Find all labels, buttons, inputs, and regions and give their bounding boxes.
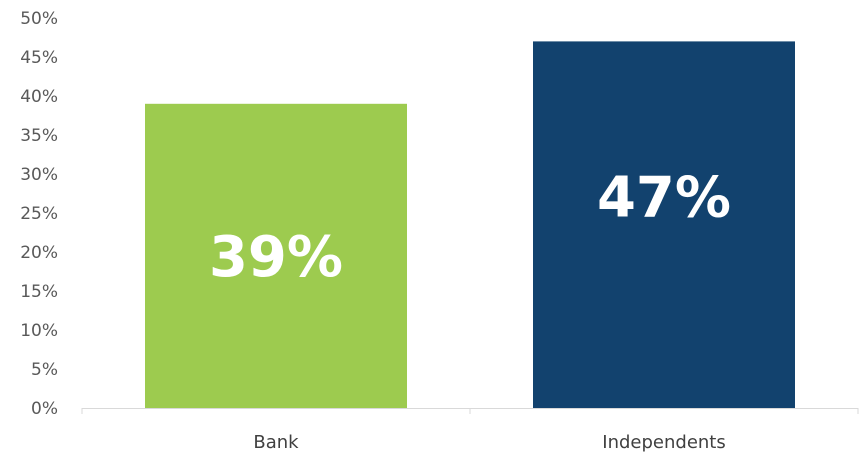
- y-tick-label: 15%: [20, 282, 58, 302]
- y-tick-label: 0%: [31, 399, 58, 419]
- bar-independents: [533, 41, 795, 409]
- category-labels: Bank Independents: [253, 432, 725, 453]
- category-label: Independents: [602, 432, 725, 453]
- bars: [145, 41, 795, 409]
- y-tick-label: 35%: [20, 126, 58, 146]
- y-tick-label: 30%: [20, 165, 58, 185]
- x-axis: [81, 408, 859, 414]
- bar-bank: [145, 103, 407, 409]
- y-tick-label: 40%: [20, 87, 58, 107]
- y-tick-label: 20%: [20, 243, 58, 263]
- y-axis-ticks: 0% 5% 10% 15% 20% 25% 30% 35% 40% 45% 50%: [20, 9, 58, 419]
- data-label: 47%: [597, 166, 731, 231]
- data-label: 39%: [209, 225, 343, 290]
- y-tick-label: 50%: [20, 9, 58, 29]
- data-labels: 39% 47%: [209, 166, 731, 290]
- y-tick-label: 25%: [20, 204, 58, 224]
- y-tick-label: 10%: [20, 321, 58, 341]
- category-label: Bank: [253, 432, 299, 453]
- y-tick-label: 5%: [31, 360, 58, 380]
- y-tick-label: 45%: [20, 48, 58, 68]
